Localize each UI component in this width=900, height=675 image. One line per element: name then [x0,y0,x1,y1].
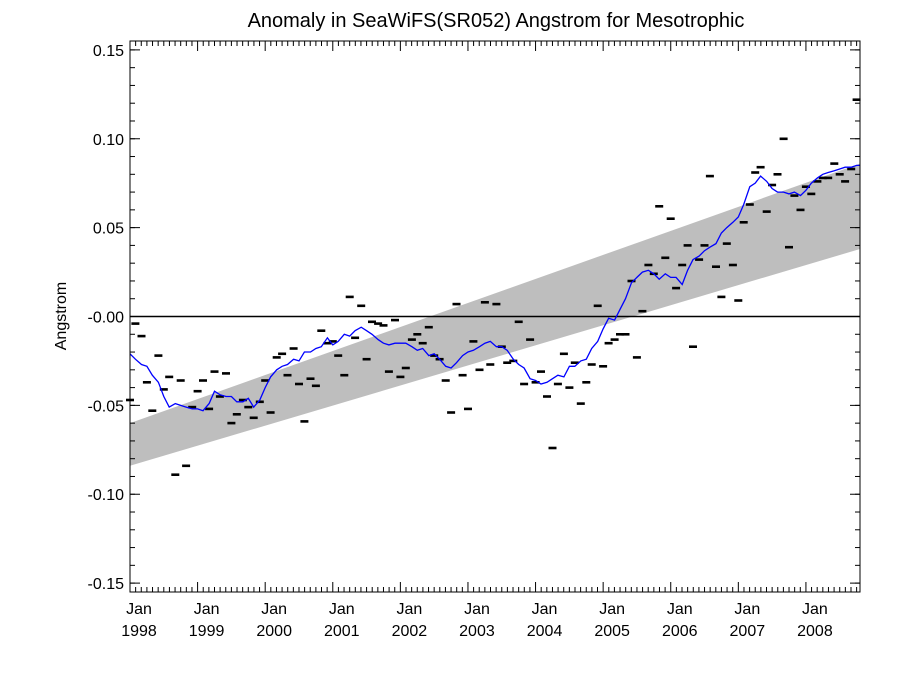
x-axis: Jan 1998 Jan 1999 Jan 2000 Jan 2001 Jan 2002 Jan 20… [121,41,858,640]
x-tick-label-month: Jan [599,601,625,618]
x-tick-label-year: 2001 [324,623,360,640]
y-tick-label: 0.10 [93,132,124,149]
y-tick-label: -0.05 [88,398,125,415]
chart-title: Anomaly in SeaWiFS(SR052) Angstrom for M… [248,10,745,32]
trend-band [130,163,860,466]
x-tick-label-year: 2005 [594,623,630,640]
x-tick-label-month: Jan [464,601,490,618]
x-tick-label-month: Jan [667,601,693,618]
x-tick-label-year: 2006 [662,623,698,640]
x-tick-label-month: Jan [329,601,355,618]
x-tick-label-month: Jan [532,601,558,618]
x-tick-label-month: Jan [802,601,828,618]
y-tick-label: -0.00 [88,310,125,327]
x-tick-label-year: 2000 [256,623,292,640]
running-mean-line [129,164,860,412]
y-axis-label: Angstrom [53,282,70,350]
x-tick-label-month: Jan [126,601,152,618]
x-tick-label-month: Jan [261,601,287,618]
x-tick-label-year: 1999 [189,623,225,640]
x-tick-label-year: 2004 [527,623,563,640]
y-tick-label: 0.05 [93,221,124,238]
monthly-points [126,98,861,477]
plot-area: 0.15 0.10 0.05 -0.00 -0.05 -0.10 -0.15 Jan 1998… [88,40,861,640]
y-axis: 0.15 0.10 0.05 -0.00 -0.05 -0.10 -0.15 [88,43,860,593]
x-tick-label-month: Jan [734,601,760,618]
x-tick-label-year: 2002 [392,623,428,640]
y-tick-label: -0.10 [88,487,125,504]
x-tick-label-month: Jan [396,601,422,618]
x-tick-label-year: 1998 [121,623,157,640]
x-tick-label-year: 2003 [459,623,495,640]
x-tick-label-year: 2008 [797,623,833,640]
x-tick-label-month: Jan [194,601,220,618]
y-tick-label: -0.15 [88,576,125,593]
y-tick-label: 0.15 [93,43,124,60]
x-tick-label-year: 2007 [730,623,766,640]
